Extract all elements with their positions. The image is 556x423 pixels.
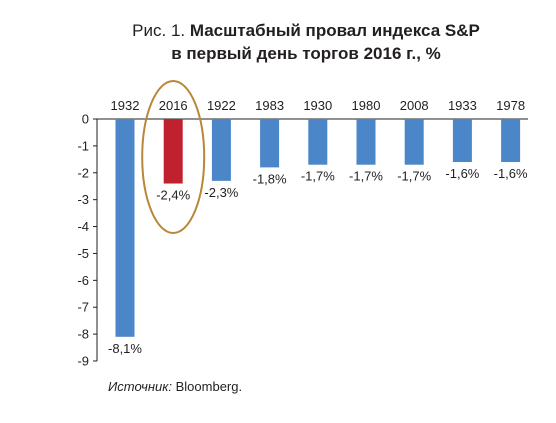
plot-area: 0 -1 -2 -3 -4 -5 -6 -7 -8 -9 1932 -8,1% 2016 -2,4% 192…	[77, 80, 528, 369]
chart-title-line-1: Рис. 1. Масштабный провал индекса S&P	[132, 21, 480, 40]
category-label-1980: 1980	[352, 98, 381, 113]
source-text: Bloomberg.	[172, 379, 243, 394]
data-label-1983: -1,8%	[253, 171, 287, 186]
data-label-1978: -1,6%	[494, 166, 528, 181]
y-tick-label: -4	[77, 219, 89, 234]
y-tick-label: -9	[77, 354, 89, 369]
bar-2016	[163, 119, 183, 184]
y-tick-label: -7	[77, 300, 89, 315]
y-tick-label: 0	[82, 112, 89, 127]
y-tick-label: -8	[77, 327, 89, 342]
chart-title-main: Масштабный провал индекса S&P	[190, 21, 480, 40]
chart-title-prefix: Рис. 1.	[132, 21, 185, 40]
y-tick-label: -3	[77, 192, 89, 207]
category-label-1983: 1983	[255, 98, 284, 113]
bar-1978	[501, 119, 521, 163]
bar-2008	[404, 119, 424, 165]
bar-1983	[260, 119, 280, 168]
highlight-ellipse	[141, 80, 206, 234]
bar-1932	[115, 119, 135, 337]
data-label-1980: -1,7%	[349, 169, 383, 184]
y-tick-label: -2	[77, 165, 89, 180]
category-label-1922: 1922	[207, 98, 236, 113]
category-label-1978: 1978	[496, 98, 525, 113]
bar-1922	[211, 119, 231, 181]
category-label-1932: 1932	[111, 98, 140, 113]
data-label-1933: -1,6%	[445, 166, 479, 181]
y-tick-label: -6	[77, 273, 89, 288]
category-label-1933: 1933	[448, 98, 477, 113]
y-tick-label: -5	[77, 246, 89, 261]
bar-1933	[452, 119, 472, 163]
category-label-2008: 2008	[400, 98, 429, 113]
data-label-1930: -1,7%	[301, 169, 335, 184]
category-label-1930: 1930	[303, 98, 332, 113]
chart-title-line-2: в первый день торгов 2016 г., %	[171, 44, 441, 63]
category-label-2016: 2016	[159, 98, 188, 113]
y-tick-label: -1	[77, 138, 89, 153]
data-label-1922: -2,3%	[204, 185, 238, 200]
data-label-2016: -2,4%	[156, 188, 190, 203]
data-label-1932: -8,1%	[108, 341, 142, 356]
source-note: Источник: Bloomberg.	[108, 379, 242, 394]
bar-1930	[308, 119, 328, 165]
source-label: Источник:	[108, 379, 172, 394]
bar-1980	[356, 119, 376, 165]
data-label-2008: -1,7%	[397, 169, 431, 184]
